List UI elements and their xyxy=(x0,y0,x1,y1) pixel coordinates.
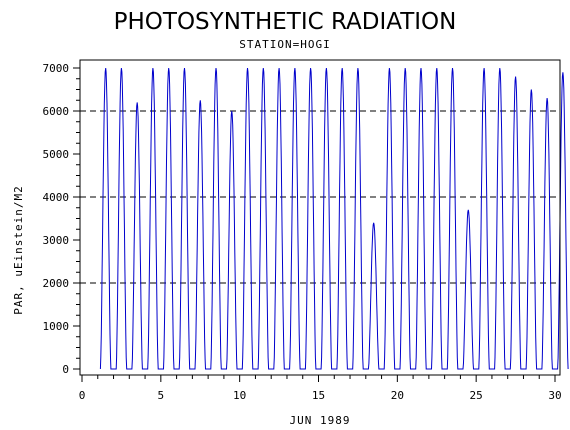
y-tick-label: 1000 xyxy=(43,320,70,333)
y-tick-label: 2000 xyxy=(43,277,70,290)
plot-frame xyxy=(79,59,561,376)
x-tick-label: 20 xyxy=(391,389,404,402)
y-tick-label: 3000 xyxy=(43,234,70,247)
x-tick-label: 0 xyxy=(79,389,86,402)
y-tick-label: 4000 xyxy=(43,191,70,204)
reference-lines xyxy=(80,110,560,284)
x-axis: 0 5 10 15 20 25 30 xyxy=(79,375,562,402)
y-tick-label: 5000 xyxy=(43,148,70,161)
y-axis-label: PAR, uEinstein/M2 xyxy=(12,185,25,315)
x-tick-label: 5 xyxy=(158,389,165,402)
data-series xyxy=(99,67,569,370)
chart-title: PHOTOSYNTHETIC RADIATION xyxy=(114,9,457,35)
y-tick-label: 6000 xyxy=(43,105,70,118)
x-tick-label: 10 xyxy=(233,389,246,402)
x-tick-label: 25 xyxy=(470,389,483,402)
par-series-line xyxy=(99,67,569,370)
x-tick-label: 30 xyxy=(548,389,561,402)
x-tick-label: 15 xyxy=(312,389,325,402)
chart-subtitle: STATION=HOGI xyxy=(239,38,330,51)
y-tick-label: 7000 xyxy=(43,62,70,75)
x-axis-label: JUN 1989 xyxy=(290,414,351,427)
y-tick-label: 0 xyxy=(62,363,69,376)
y-axis: 0 1000 2000 3000 4000 5000 6000 7000 xyxy=(43,62,80,376)
